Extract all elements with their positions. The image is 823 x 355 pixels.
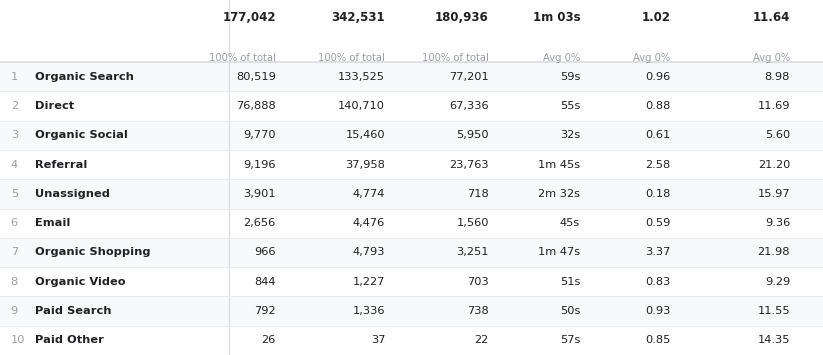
Text: 4,774: 4,774 (353, 189, 385, 199)
Text: 1m 03s: 1m 03s (532, 11, 580, 24)
Text: 67,336: 67,336 (449, 101, 489, 111)
Text: 9,196: 9,196 (244, 160, 276, 170)
Text: 15.97: 15.97 (757, 189, 790, 199)
Text: 0.96: 0.96 (645, 72, 671, 82)
Text: 21.20: 21.20 (758, 160, 790, 170)
Text: 718: 718 (467, 189, 489, 199)
Text: 133,525: 133,525 (338, 72, 385, 82)
Text: Paid Search: Paid Search (35, 306, 111, 316)
Text: 37,958: 37,958 (346, 160, 385, 170)
Text: 59s: 59s (560, 72, 580, 82)
Text: 5.60: 5.60 (765, 130, 790, 140)
Text: 45s: 45s (560, 218, 580, 228)
Text: 77,201: 77,201 (449, 72, 489, 82)
Text: 10: 10 (11, 335, 26, 345)
Text: 2,656: 2,656 (244, 218, 276, 228)
Text: Email: Email (35, 218, 70, 228)
Text: 703: 703 (467, 277, 489, 287)
Text: 1,227: 1,227 (353, 277, 385, 287)
Text: 32s: 32s (560, 130, 580, 140)
Text: 51s: 51s (560, 277, 580, 287)
Text: 0.59: 0.59 (645, 218, 671, 228)
Text: Organic Video: Organic Video (35, 277, 125, 287)
Text: 9.29: 9.29 (765, 277, 790, 287)
Text: 11.55: 11.55 (757, 306, 790, 316)
Text: 4,476: 4,476 (353, 218, 385, 228)
Text: 15,460: 15,460 (346, 130, 385, 140)
Text: 3: 3 (11, 130, 18, 140)
Text: 342,531: 342,531 (332, 11, 385, 24)
Text: 1m 45s: 1m 45s (538, 160, 580, 170)
Text: 3.37: 3.37 (645, 247, 671, 257)
Text: 100% of total: 100% of total (209, 53, 276, 63)
Text: 50s: 50s (560, 306, 580, 316)
Text: 1,560: 1,560 (457, 218, 489, 228)
Bar (0, 179, 823, 208)
Text: 177,042: 177,042 (222, 11, 276, 24)
Text: 0.83: 0.83 (645, 277, 671, 287)
Text: 844: 844 (254, 277, 276, 287)
Text: 1m 47s: 1m 47s (538, 247, 580, 257)
Text: 8: 8 (11, 277, 18, 287)
Text: Avg 0%: Avg 0% (753, 53, 790, 63)
Text: 0.18: 0.18 (645, 189, 671, 199)
Text: 9,770: 9,770 (243, 130, 276, 140)
Text: 23,763: 23,763 (449, 160, 489, 170)
Bar (0, 238, 823, 267)
Bar (0, 296, 823, 326)
Bar (0, 62, 823, 92)
Text: 11.64: 11.64 (753, 11, 790, 24)
Text: 792: 792 (254, 306, 276, 316)
Text: Paid Other: Paid Other (35, 335, 104, 345)
Text: 2m 32s: 2m 32s (538, 189, 580, 199)
Text: 26: 26 (262, 335, 276, 345)
Text: 76,888: 76,888 (236, 101, 276, 111)
Text: 21.98: 21.98 (758, 247, 790, 257)
Text: 9.36: 9.36 (765, 218, 790, 228)
Text: Organic Social: Organic Social (35, 130, 128, 140)
Text: 80,519: 80,519 (236, 72, 276, 82)
Text: 0.85: 0.85 (645, 335, 671, 345)
Text: 1.02: 1.02 (642, 11, 671, 24)
Bar (0, 121, 823, 150)
Text: 5: 5 (11, 189, 18, 199)
Text: 966: 966 (254, 247, 276, 257)
Text: Unassigned: Unassigned (35, 189, 109, 199)
Text: Referral: Referral (35, 160, 87, 170)
Text: Direct: Direct (35, 101, 74, 111)
Text: 0.93: 0.93 (645, 306, 671, 316)
Text: 738: 738 (467, 306, 489, 316)
Text: 9: 9 (11, 306, 18, 316)
Text: 100% of total: 100% of total (319, 53, 385, 63)
Text: 4: 4 (11, 160, 18, 170)
Text: 5,950: 5,950 (456, 130, 489, 140)
Text: 57s: 57s (560, 335, 580, 345)
Text: 0.61: 0.61 (645, 130, 671, 140)
Text: 22: 22 (475, 335, 489, 345)
Text: Avg 0%: Avg 0% (543, 53, 580, 63)
Text: 37: 37 (370, 335, 385, 345)
Text: 14.35: 14.35 (758, 335, 790, 345)
Text: 11.69: 11.69 (758, 101, 790, 111)
Text: 0.88: 0.88 (645, 101, 671, 111)
Text: 180,936: 180,936 (435, 11, 489, 24)
Text: 1,336: 1,336 (353, 306, 385, 316)
Text: 3,901: 3,901 (243, 189, 276, 199)
Text: 140,710: 140,710 (338, 101, 385, 111)
Text: 3,251: 3,251 (457, 247, 489, 257)
Text: 2: 2 (11, 101, 18, 111)
Text: 6: 6 (11, 218, 18, 228)
Text: 55s: 55s (560, 101, 580, 111)
Text: 1: 1 (11, 72, 18, 82)
Text: Organic Search: Organic Search (35, 72, 133, 82)
Text: Avg 0%: Avg 0% (634, 53, 671, 63)
Text: 100% of total: 100% of total (422, 53, 489, 63)
Text: 8.98: 8.98 (765, 72, 790, 82)
Text: 2.58: 2.58 (645, 160, 671, 170)
Text: 7: 7 (11, 247, 18, 257)
Text: 4,793: 4,793 (353, 247, 385, 257)
Text: Organic Shopping: Organic Shopping (35, 247, 150, 257)
